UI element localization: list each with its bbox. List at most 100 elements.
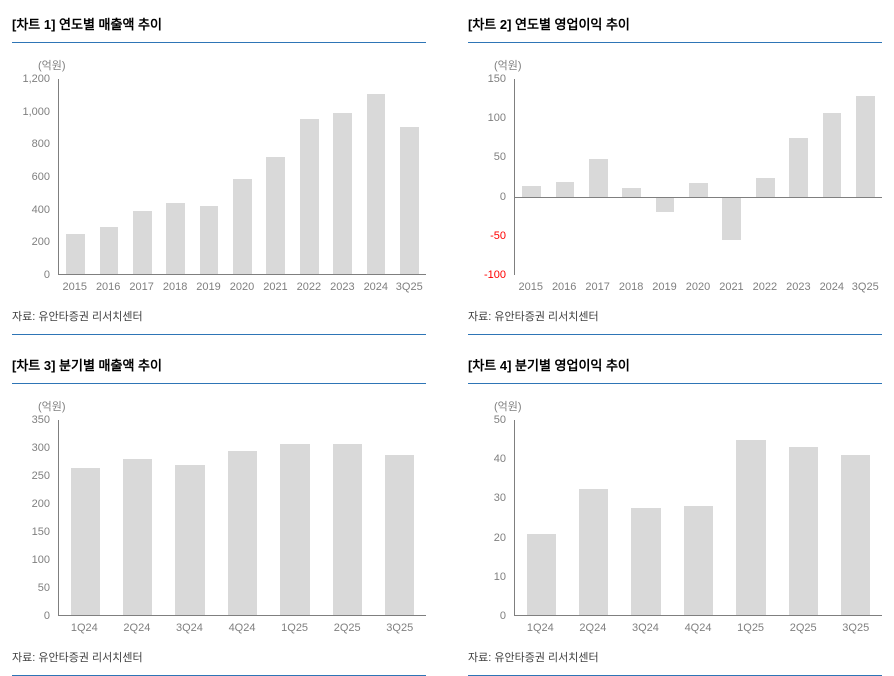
bar bbox=[789, 137, 808, 197]
x-tick-label: 1Q25 bbox=[281, 622, 309, 634]
chart-area: (억원) 0 10 20 30 40 50 1Q24 2Q24 3Q24 4Q24 1Q25 2Q2… bbox=[468, 384, 882, 639]
y-tick-label: 30 bbox=[493, 492, 506, 505]
y-tick-label: 200 bbox=[31, 236, 50, 249]
x-tick-label: 3Q25 bbox=[386, 622, 414, 634]
bar-slot bbox=[672, 420, 724, 616]
bar-slot bbox=[782, 79, 815, 275]
y-tick-label: 250 bbox=[31, 470, 50, 482]
x-tick-label: 1Q24 bbox=[70, 622, 98, 634]
y-tick-label: 50 bbox=[493, 414, 506, 426]
bars bbox=[59, 420, 426, 616]
y-axis-ticks: -100 -50 0 50 100 150 bbox=[468, 73, 514, 281]
y-tick-label: -100 bbox=[483, 269, 506, 281]
y-tick-label: 100 bbox=[31, 554, 50, 566]
x-tick-label: 2018 bbox=[162, 281, 188, 293]
bar bbox=[166, 203, 186, 275]
bar-slot bbox=[269, 420, 321, 616]
bar-slot bbox=[815, 79, 848, 275]
y-axis-ticks: 0 10 20 30 40 50 bbox=[468, 414, 514, 622]
x-axis-labels: 1Q24 2Q24 3Q24 4Q24 1Q25 2Q25 3Q25 bbox=[514, 622, 882, 634]
x-tick-label: 2023 bbox=[786, 281, 811, 293]
bar bbox=[175, 464, 205, 616]
y-tick-label: 350 bbox=[31, 414, 50, 426]
y-tick-label: 50 bbox=[37, 582, 50, 594]
bar-slot bbox=[849, 79, 882, 275]
bar-slot bbox=[126, 79, 159, 275]
x-axis-labels: 1Q24 2Q24 3Q24 4Q24 1Q25 2Q25 3Q25 bbox=[58, 622, 426, 634]
bar bbox=[366, 93, 386, 275]
y-axis-ticks: 0 200 400 600 800 1,000 1,200 bbox=[12, 73, 58, 281]
chart-panel-quarterly-operating-profit: [차트 4] 분기별 영업이익 추이 (억원) 0 10 20 30 40 50 1Q24… bbox=[468, 351, 882, 676]
bar bbox=[133, 211, 152, 275]
bar-slot bbox=[159, 79, 192, 275]
x-tick-label: 3Q25 bbox=[842, 622, 870, 634]
chart-area: (억원) -100 -50 0 50 100 150 2015 2016 2017 2018 20… bbox=[468, 43, 882, 298]
bar bbox=[122, 459, 153, 616]
x-tick-label: 2022 bbox=[752, 281, 778, 293]
bar-slot bbox=[59, 79, 92, 275]
x-tick-label: 2020 bbox=[229, 281, 255, 293]
y-tick-label: 0 bbox=[499, 190, 506, 203]
bar-slot bbox=[515, 420, 567, 616]
bar-slot bbox=[293, 79, 326, 275]
y-tick-label: 10 bbox=[493, 570, 506, 583]
x-tick-label: 2Q24 bbox=[123, 622, 151, 634]
x-tick-label: 2018 bbox=[618, 281, 644, 293]
plot-area bbox=[58, 420, 426, 616]
bar bbox=[755, 177, 775, 197]
bar bbox=[332, 444, 362, 616]
bar bbox=[99, 226, 119, 275]
bar bbox=[555, 182, 575, 197]
x-tick-label: 2020 bbox=[685, 281, 711, 293]
source-note: 자료: 유안타증권 리서치센터 bbox=[12, 311, 143, 323]
x-tick-label: 2017 bbox=[129, 281, 154, 293]
x-tick-label: 2019 bbox=[196, 281, 221, 293]
bar-slot bbox=[321, 420, 373, 616]
x-tick-label: 2022 bbox=[296, 281, 322, 293]
bar bbox=[622, 187, 642, 197]
x-axis-spacer bbox=[12, 622, 58, 634]
y-tick-label: 0 bbox=[43, 610, 50, 622]
bar bbox=[855, 96, 875, 197]
bar-slot bbox=[830, 420, 882, 616]
bar bbox=[399, 127, 419, 275]
x-axis-line bbox=[515, 196, 882, 198]
y-tick-label: 50 bbox=[493, 151, 506, 164]
bars bbox=[515, 420, 882, 616]
y-tick-label: 200 bbox=[31, 498, 50, 510]
bar-slot bbox=[548, 79, 581, 275]
x-axis-line bbox=[59, 274, 426, 275]
source-note: 자료: 유안타증권 리서치센터 bbox=[468, 652, 599, 664]
bar bbox=[655, 196, 675, 213]
bar-slot bbox=[92, 79, 125, 275]
x-tick-label: 4Q24 bbox=[684, 622, 712, 634]
y-tick-label: -50 bbox=[490, 229, 506, 242]
bar-slot bbox=[515, 79, 548, 275]
x-tick-label: 4Q24 bbox=[228, 622, 256, 634]
chart-panel-annual-operating-profit: [차트 2] 연도별 영업이익 추이 (억원) -100 -50 0 50 100 150… bbox=[468, 10, 882, 335]
x-axis-line bbox=[515, 615, 882, 616]
bar-slot bbox=[620, 420, 672, 616]
bar-slot bbox=[374, 420, 426, 616]
source-note: 자료: 유안타증권 리서치센터 bbox=[12, 652, 143, 664]
bar bbox=[631, 508, 661, 616]
y-tick-label: 800 bbox=[31, 138, 50, 151]
x-tick-label: 2017 bbox=[585, 281, 610, 293]
bar-slot bbox=[359, 79, 392, 275]
bar-slot bbox=[582, 79, 615, 275]
x-tick-label: 2Q25 bbox=[333, 622, 361, 634]
bar bbox=[689, 183, 708, 197]
chart-title: [차트 3] 분기별 매출액 추이 bbox=[12, 351, 426, 384]
bar bbox=[522, 186, 541, 197]
x-axis-line bbox=[59, 615, 426, 616]
chart-title: [차트 2] 연도별 영업이익 추이 bbox=[468, 10, 882, 43]
bar-slot bbox=[226, 79, 259, 275]
x-tick-label: 3Q25 bbox=[395, 281, 423, 293]
bar bbox=[683, 506, 714, 616]
bar bbox=[385, 455, 415, 616]
bar bbox=[266, 157, 286, 275]
y-axis-unit-label: (억원) bbox=[494, 60, 522, 72]
bar-slot bbox=[749, 79, 782, 275]
bar bbox=[70, 467, 100, 616]
bar-slot bbox=[192, 79, 225, 275]
